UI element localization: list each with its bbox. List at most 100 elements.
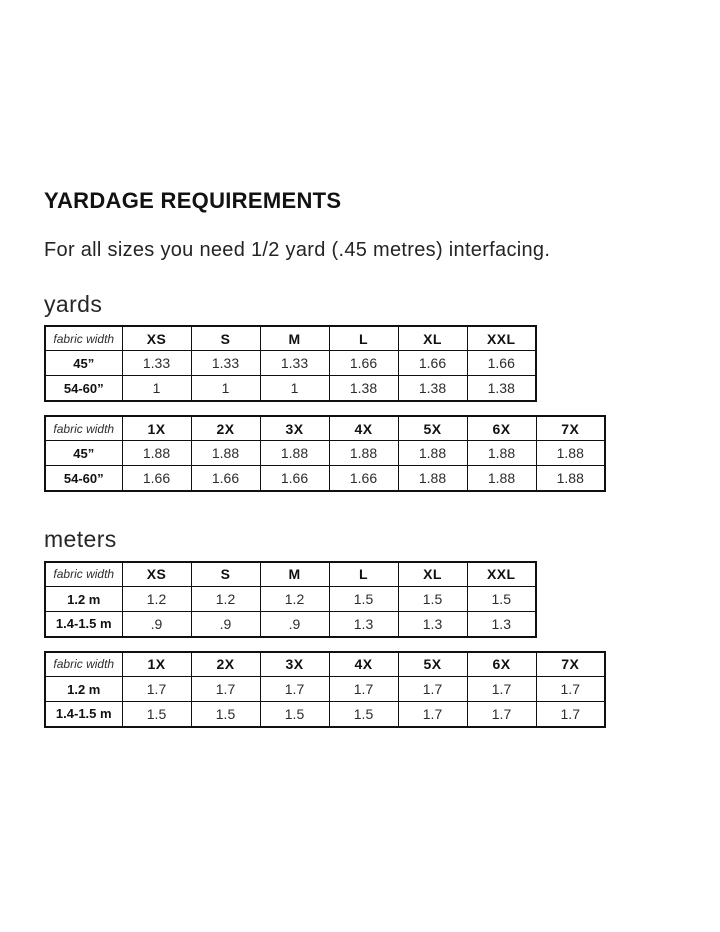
yardage-value-cell: 1.7 <box>466 701 537 728</box>
yardage-value-cell: 1.7 <box>328 676 399 703</box>
table-row: 1.4-1.5 m 1.5 1.5 1.5 1.5 1.7 1.7 1.7 <box>44 701 606 728</box>
yardage-value-cell: 1.66 <box>259 465 330 492</box>
size-header-cell: 1X <box>121 415 192 442</box>
yardage-value-cell: 1.5 <box>328 701 399 728</box>
size-header-cell: 6X <box>466 651 537 678</box>
size-header-cell: 7X <box>535 651 606 678</box>
fabric-width-row-label: 45” <box>44 440 123 467</box>
fabric-width-row-label: 1.4-1.5 m <box>44 701 123 728</box>
yards-standard-sizes-table: fabric width XS S M L XL XXL 45” 1.33 1.… <box>44 324 537 402</box>
yardage-value-cell: 1.7 <box>121 676 192 703</box>
yardage-value-cell: 1.7 <box>466 676 537 703</box>
table-row: 54-60” 1.66 1.66 1.66 1.66 1.88 1.88 1.8… <box>44 465 606 492</box>
yards-extended-sizes-table: fabric width 1X 2X 3X 4X 5X 6X 7X 45” 1.… <box>44 414 606 492</box>
yardage-value-cell: 1.88 <box>397 440 468 467</box>
size-header-cell: XL <box>397 561 468 588</box>
yardage-value-cell: 1.7 <box>535 701 606 728</box>
header-row: fabric width XS S M L XL XXL <box>44 561 537 588</box>
yardage-value-cell: 1.88 <box>397 465 468 492</box>
table-row: 45” 1.88 1.88 1.88 1.88 1.88 1.88 1.88 <box>44 440 606 467</box>
interfacing-note: For all sizes you need 1/2 yard (.45 met… <box>44 239 551 262</box>
fabric-width-row-label: 54-60” <box>44 465 123 492</box>
yardage-value-cell: 1.88 <box>121 440 192 467</box>
fabric-width-row-label: 54-60” <box>44 375 123 402</box>
fabric-width-corner-label: fabric width <box>44 561 123 588</box>
yardage-value-cell: 1.7 <box>190 676 261 703</box>
fabric-width-corner-label: fabric width <box>44 651 123 678</box>
size-header-cell: XXL <box>466 561 537 588</box>
yardage-value-cell: 1.88 <box>259 440 330 467</box>
size-header-cell: 2X <box>190 651 261 678</box>
page-title: YARDAGE REQUIREMENTS <box>44 188 342 213</box>
yardage-value-cell: 1 <box>259 375 330 402</box>
yardage-value-cell: 1.5 <box>397 586 468 613</box>
size-header-cell: XXL <box>466 325 537 352</box>
size-header-cell: 4X <box>328 415 399 442</box>
yardage-value-cell: 1.88 <box>535 465 606 492</box>
yardage-value-cell: 1.2 <box>190 586 261 613</box>
header-row: fabric width XS S M L XL XXL <box>44 325 537 352</box>
section-label-yards: yards <box>44 291 103 318</box>
size-header-cell: 5X <box>397 651 468 678</box>
yardage-value-cell: 1.7 <box>259 676 330 703</box>
table-row: 1.2 m 1.7 1.7 1.7 1.7 1.7 1.7 1.7 <box>44 676 606 703</box>
meters-extended-sizes-table: fabric width 1X 2X 3X 4X 5X 6X 7X 1.2 m … <box>44 650 606 728</box>
yardage-value-cell: 1.7 <box>397 676 468 703</box>
size-header-cell: 5X <box>397 415 468 442</box>
yardage-value-cell: 1.88 <box>190 440 261 467</box>
yardage-value-cell: 1.66 <box>190 465 261 492</box>
fabric-width-corner-label: fabric width <box>44 415 123 442</box>
yardage-value-cell: 1.3 <box>328 611 399 638</box>
yardage-value-cell: 1.5 <box>466 586 537 613</box>
table-row: 45” 1.33 1.33 1.33 1.66 1.66 1.66 <box>44 350 537 377</box>
size-header-cell: S <box>190 325 261 352</box>
yardage-value-cell: 1.88 <box>328 440 399 467</box>
size-header-cell: L <box>328 325 399 352</box>
size-header-cell: 6X <box>466 415 537 442</box>
yardage-value-cell: 1.66 <box>121 465 192 492</box>
size-header-cell: S <box>190 561 261 588</box>
fabric-width-row-label: 45” <box>44 350 123 377</box>
fabric-width-row-label: 1.2 m <box>44 676 123 703</box>
size-header-cell: 1X <box>121 651 192 678</box>
fabric-width-row-label: 1.4-1.5 m <box>44 611 123 638</box>
size-header-cell: 7X <box>535 415 606 442</box>
yardage-value-cell: 1.66 <box>466 350 537 377</box>
yardage-value-cell: 1.3 <box>397 611 468 638</box>
yardage-value-cell: 1.33 <box>121 350 192 377</box>
fabric-width-row-label: 1.2 m <box>44 586 123 613</box>
size-header-cell: M <box>259 561 330 588</box>
yardage-value-cell: 1.5 <box>121 701 192 728</box>
yardage-value-cell: 1.66 <box>328 350 399 377</box>
yardage-value-cell: 1.2 <box>259 586 330 613</box>
size-header-cell: 4X <box>328 651 399 678</box>
table-row: 1.4-1.5 m .9 .9 .9 1.3 1.3 1.3 <box>44 611 537 638</box>
size-header-cell: L <box>328 561 399 588</box>
header-row: fabric width 1X 2X 3X 4X 5X 6X 7X <box>44 415 606 442</box>
yardage-value-cell: .9 <box>121 611 192 638</box>
yardage-value-cell: 1.88 <box>466 440 537 467</box>
fabric-width-corner-label: fabric width <box>44 325 123 352</box>
size-header-cell: XL <box>397 325 468 352</box>
yardage-value-cell: 1.5 <box>328 586 399 613</box>
size-header-cell: XS <box>121 561 192 588</box>
yardage-value-cell: 1.33 <box>259 350 330 377</box>
size-header-cell: XS <box>121 325 192 352</box>
yardage-value-cell: 1.38 <box>466 375 537 402</box>
yardage-value-cell: 1.88 <box>535 440 606 467</box>
yardage-value-cell: 1.2 <box>121 586 192 613</box>
meters-standard-sizes-table: fabric width XS S M L XL XXL 1.2 m 1.2 1… <box>44 560 537 638</box>
yardage-value-cell: .9 <box>190 611 261 638</box>
yardage-value-cell: 1.38 <box>397 375 468 402</box>
header-row: fabric width 1X 2X 3X 4X 5X 6X 7X <box>44 651 606 678</box>
yardage-value-cell: 1.7 <box>397 701 468 728</box>
yardage-value-cell: 1.3 <box>466 611 537 638</box>
table-row: 1.2 m 1.2 1.2 1.2 1.5 1.5 1.5 <box>44 586 537 613</box>
yardage-value-cell: 1.66 <box>328 465 399 492</box>
yardage-value-cell: 1.66 <box>397 350 468 377</box>
yardage-value-cell: 1 <box>121 375 192 402</box>
size-header-cell: 2X <box>190 415 261 442</box>
size-header-cell: 3X <box>259 651 330 678</box>
yardage-value-cell: 1.33 <box>190 350 261 377</box>
